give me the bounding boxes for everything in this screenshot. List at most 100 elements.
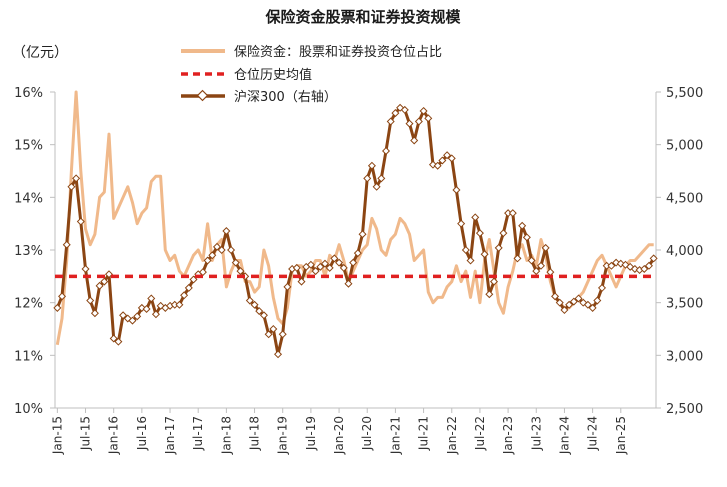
x-tick-label: Jul-22 <box>473 416 487 451</box>
csi300-point <box>447 154 456 163</box>
csi300-point <box>410 136 419 145</box>
csi300-point <box>142 304 151 313</box>
csi300-point <box>377 174 386 183</box>
csi300-point <box>231 258 240 267</box>
csi300-point <box>58 292 67 301</box>
csi300-point <box>316 262 325 271</box>
csi300-point <box>208 251 217 260</box>
x-tick-label: Jul-19 <box>304 416 318 451</box>
x-tick-label: Jan-17 <box>163 416 177 455</box>
csi300-point <box>67 182 76 191</box>
csi300-point <box>212 242 221 251</box>
csi300-point <box>344 279 353 288</box>
left-tick-label: 14% <box>14 191 43 206</box>
csi300-point <box>536 261 545 270</box>
right-tick-label: 4,000 <box>666 244 703 259</box>
x-tick-label: Jul-24 <box>586 416 600 451</box>
left-tick-label: 11% <box>14 349 43 364</box>
csi300-point <box>109 334 118 343</box>
csi300-point <box>274 350 283 359</box>
csi300-point <box>76 217 85 226</box>
x-tick-label: Jan-24 <box>557 416 571 455</box>
csi300-point <box>184 283 193 292</box>
csi300-point <box>104 270 114 279</box>
csi300-point <box>372 182 381 191</box>
csi300-point <box>119 311 128 320</box>
csi300-point <box>640 264 649 273</box>
csi300-point <box>180 291 189 300</box>
right-tick-label: 5,000 <box>666 139 703 154</box>
csi300-point <box>283 282 292 291</box>
csi300-point <box>499 229 508 238</box>
csi300-point <box>128 316 137 325</box>
x-tick-label: Jan-19 <box>276 416 290 455</box>
csi300-point <box>597 283 607 292</box>
x-tick-label: Jan-15 <box>50 416 64 455</box>
csi300-point <box>621 260 630 269</box>
csi300-point <box>583 300 592 309</box>
csi300-point <box>428 160 437 169</box>
csi300-point <box>616 259 625 268</box>
csi300-point <box>424 114 433 123</box>
csi300-point <box>255 307 264 316</box>
csi300-point <box>189 275 198 284</box>
csi300-point <box>527 256 536 265</box>
csi300-point <box>339 263 348 272</box>
csi300-point <box>137 303 146 312</box>
csi300-point <box>151 310 160 319</box>
csi300-point <box>612 258 621 267</box>
csi300-point <box>419 106 428 115</box>
csi300-point <box>475 229 484 238</box>
csi300-point <box>466 256 475 265</box>
right-tick-label: 3,500 <box>666 297 703 312</box>
csi300-point <box>297 277 306 286</box>
csi300-point <box>513 254 522 263</box>
x-tick-label: Jul-21 <box>417 416 431 451</box>
csi300-point <box>443 151 452 160</box>
csi300-point <box>588 303 597 312</box>
csi300-point <box>400 105 409 114</box>
csi300-point <box>100 277 109 286</box>
x-tick-label: Jul-15 <box>79 416 93 451</box>
left-tick-label: 15% <box>14 139 43 154</box>
csi300-point <box>86 296 95 305</box>
csi300-point <box>522 233 531 242</box>
csi300-point <box>485 290 494 299</box>
csi300-point <box>541 243 550 252</box>
csi300-point <box>391 109 400 118</box>
csi300-point <box>508 209 517 218</box>
csi300-point <box>53 303 62 312</box>
csi300-point <box>490 277 499 286</box>
legend: 保险资金：股票和证券投资仓位占比 仓位历史均值 沪深300（右轴） <box>181 44 442 105</box>
x-tick-label: Jan-25 <box>614 416 628 455</box>
csi300-point <box>574 294 583 303</box>
csi300-point <box>518 221 527 230</box>
right-tick-label: 3,000 <box>666 349 703 364</box>
csi300-point <box>452 185 461 194</box>
csi300-point <box>95 281 104 290</box>
csi300-point <box>353 249 362 258</box>
legend-label-csi300: 沪深300（右轴） <box>234 89 337 105</box>
csi300-point <box>227 245 236 255</box>
csi300-point <box>414 117 423 126</box>
csi300-point <box>62 240 71 249</box>
csi300-point <box>114 337 123 346</box>
csi300-point <box>264 330 273 339</box>
csi300-point <box>349 258 358 267</box>
csi300-point <box>593 296 602 305</box>
csi300-point <box>363 174 372 183</box>
left-tick-label: 10% <box>14 402 43 417</box>
x-tick-label: Jan-18 <box>219 416 233 455</box>
csi300-point <box>330 254 339 263</box>
x-tick-label: Jul-20 <box>360 416 374 451</box>
csi300-point <box>579 298 588 307</box>
csi300-point <box>203 256 212 265</box>
csi300-point <box>461 245 470 255</box>
csi300-point <box>560 306 569 315</box>
csi300-point <box>245 296 254 305</box>
csi300-point <box>292 263 301 272</box>
csi300-point <box>386 117 395 126</box>
series-line-csi300 <box>55 106 655 356</box>
